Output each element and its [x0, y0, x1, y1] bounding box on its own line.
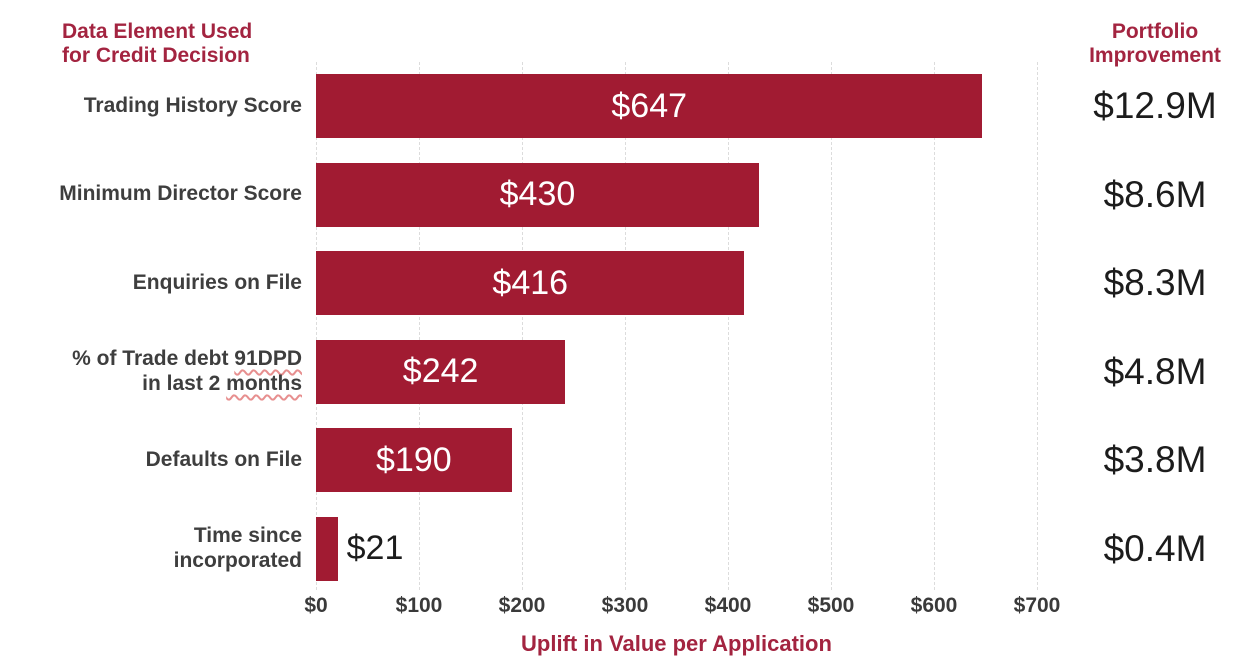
- chart-row-defaults-on-file: Defaults on File $190 $3.8M: [0, 416, 1260, 505]
- bar: $647: [316, 74, 983, 139]
- x-axis-tick-label: $500: [807, 594, 855, 617]
- bar: $190: [316, 428, 512, 493]
- chart-row-minimum-director-score: Minimum Director Score $430 $8.6M: [0, 151, 1260, 240]
- x-axis-tick-label: $0: [304, 594, 328, 617]
- x-axis-title: Uplift in Value per Application: [521, 631, 832, 656]
- x-axis-tick-label: $700: [1013, 594, 1061, 617]
- left-column-title: Data Element Used for Credit Decision: [62, 20, 252, 67]
- bar: $430: [316, 162, 759, 227]
- category-label: Defaults on File: [145, 447, 302, 471]
- right-column-title-line1: Portfolio: [1111, 20, 1199, 43]
- x-axis-tick-label: $100: [395, 594, 443, 617]
- bar-value-label: $242: [402, 352, 479, 391]
- x-axis-ticks: $0 $100 $200 $300 $400 $500 $600 $700: [304, 594, 1060, 620]
- chart-row-enquiries-on-file: Enquiries on File $416 $8.3M: [0, 239, 1260, 328]
- x-axis-tick-label: $300: [601, 594, 649, 617]
- left-column-title-line2: for Credit Decision: [62, 43, 250, 67]
- bar-track: $190: [316, 416, 1037, 505]
- bar-value-label: $21: [346, 529, 404, 568]
- bar-track: $430: [316, 151, 1037, 240]
- x-axis-tick-label: $600: [910, 594, 958, 617]
- bar-value-label: $416: [492, 263, 569, 302]
- left-column-title-line1: Data Element Used: [62, 20, 253, 43]
- chart-row-trading-history-score: Trading History Score $647 $12.9M: [0, 62, 1260, 151]
- right-column-title-line2: Improvement: [1089, 43, 1221, 67]
- x-axis-tick-label: $200: [498, 594, 546, 617]
- portfolio-improvement-value: $8.6M: [1103, 173, 1207, 215]
- category-label: Time since incorporated: [173, 523, 302, 572]
- plot-area: Trading History Score $647 $12.9M Minimu…: [0, 62, 1260, 593]
- bar-track: $416: [316, 239, 1037, 328]
- category-label: % of Trade debt 91DPD in last 2 months: [72, 346, 302, 395]
- portfolio-improvement-value: $0.4M: [1103, 527, 1207, 569]
- portfolio-improvement-value: $8.3M: [1103, 262, 1207, 304]
- bar-track: $242: [316, 328, 1037, 417]
- category-label: Enquiries on File: [132, 270, 302, 294]
- bar: $416: [316, 251, 745, 316]
- chart-row-trade-debt-91dpd: % of Trade debt 91DPD in last 2 months $2…: [0, 328, 1260, 417]
- x-axis-tick-label: $400: [704, 594, 752, 617]
- category-label: Trading History Score: [83, 93, 302, 117]
- right-column-title: Portfolio Improvement: [1065, 20, 1245, 67]
- bar: $242: [316, 339, 566, 404]
- bar-value-label: $430: [499, 175, 576, 214]
- bar-track: $647: [316, 62, 1037, 151]
- bar-value-label: $647: [611, 86, 688, 125]
- bar-track: $21: [316, 505, 1037, 594]
- spellcheck-underlined-text: months: [226, 371, 302, 395]
- category-label: Minimum Director Score: [59, 182, 302, 206]
- portfolio-improvement-value: $12.9M: [1093, 85, 1217, 127]
- portfolio-improvement-value: $3.8M: [1103, 439, 1207, 481]
- bar: [316, 516, 338, 581]
- spellcheck-underlined-text: 91DPD: [234, 346, 302, 370]
- portfolio-improvement-value: $4.8M: [1103, 350, 1207, 392]
- bar-value-label: $190: [376, 440, 452, 479]
- chart-row-time-since-incorporated: Time since incorporated $21 $0.4M: [0, 505, 1260, 594]
